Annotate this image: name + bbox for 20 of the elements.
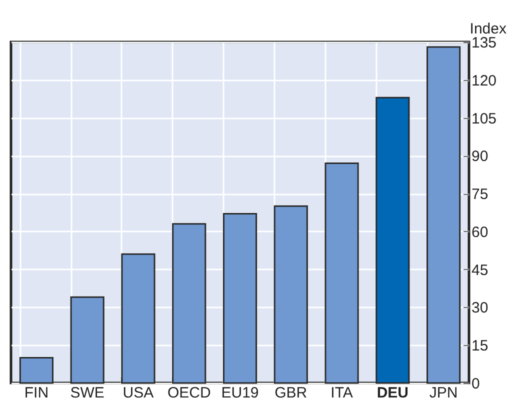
y-axis-title: Index: [470, 20, 507, 38]
y-tick-label: 75: [472, 186, 488, 204]
x-tick-label: GBR: [274, 384, 308, 402]
y-tick-label: 45: [472, 262, 488, 279]
x-tick-label: EU19: [221, 384, 259, 402]
y-tick-label: 30: [472, 300, 488, 317]
x-tick-label: ITA: [330, 384, 353, 402]
x-tick-label: USA: [122, 384, 154, 402]
x-tick-label: FIN: [24, 384, 49, 402]
y-tick-label: 60: [472, 224, 488, 241]
y-tick-label: 15: [472, 338, 488, 355]
y-tick-label: 120: [472, 72, 497, 90]
y-tick-label: 135: [472, 34, 497, 52]
y-tick-label: 0: [472, 376, 480, 392]
x-tick-label: DEU: [376, 384, 409, 402]
y-tick-label: 90: [472, 148, 488, 166]
x-tick-label: OECD: [167, 384, 211, 402]
x-tick-label: SWE: [70, 384, 104, 402]
y-tick-label: 105: [472, 110, 497, 128]
x-tick-label: JPN: [429, 384, 458, 402]
